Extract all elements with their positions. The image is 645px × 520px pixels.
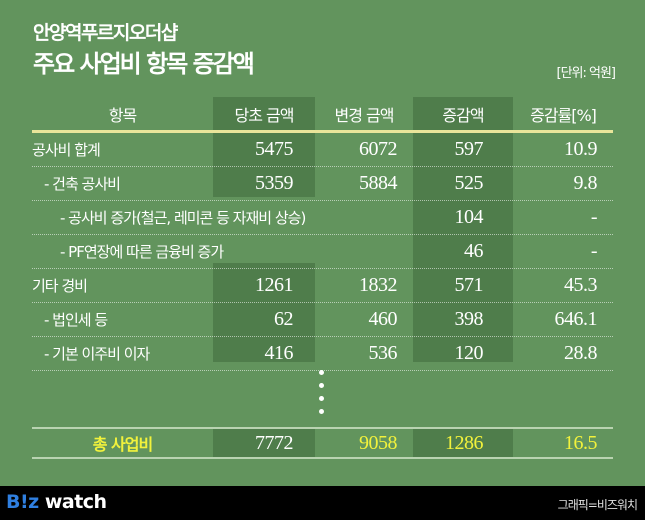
cell-rate: 646.1 <box>554 308 598 330</box>
total-rate: 16.5 <box>564 431 598 454</box>
cell-changed: 6072 <box>359 138 398 160</box>
cell-rate: - <box>590 206 598 228</box>
cell-original: 62 <box>274 308 294 330</box>
graphic-credit: 그래픽=비즈워치 <box>557 498 638 512</box>
col-header-original: 당초 금액 <box>234 105 295 125</box>
chart-subtitle: 안양역푸르지오더샵 <box>33 22 178 44</box>
row-label: - 공사비 증가(철근, 레미콘 등 자재비 상승) <box>60 209 306 227</box>
cell-diff: 46 <box>464 240 484 262</box>
row-label: 기타 경비 <box>32 277 88 295</box>
cell-diff: 525 <box>454 172 484 194</box>
band-original-lower <box>213 263 315 362</box>
table-row: - 기본 이주비 이자 416 536 120 28.8 <box>32 337 613 371</box>
chart-title: 주요 사업비 항목 증감액 <box>33 50 255 78</box>
data-table: 항목 당초 금액 변경 금액 증감액 증감률[%] 공사비 합계 5475 60… <box>32 97 613 371</box>
cell-original: 5475 <box>255 138 294 160</box>
footer-bar: B!z watch 그래픽=비즈워치 <box>0 486 645 520</box>
row-label: - PF연장에 따른 금융비 증가 <box>60 243 224 261</box>
total-original: 7772 <box>255 431 294 454</box>
table-row: 기타 경비 1261 1832 571 45.3 <box>32 269 613 303</box>
cell-diff: 597 <box>454 138 484 160</box>
ellipsis-vertical-icon <box>319 370 325 422</box>
cell-original: 1261 <box>255 274 294 296</box>
cell-rate: 10.9 <box>564 138 598 160</box>
cell-diff: 120 <box>454 342 484 364</box>
cell-rate: 28.8 <box>564 342 598 364</box>
row-label: 공사비 합계 <box>32 141 101 159</box>
cell-changed: 536 <box>368 342 398 364</box>
cell-changed: 460 <box>368 308 398 330</box>
table-row: - PF연장에 따른 금융비 증가 46 - <box>32 235 613 269</box>
band-diff-total <box>413 429 513 457</box>
cell-diff: 398 <box>454 308 484 330</box>
cell-rate: 9.8 <box>573 172 598 194</box>
table-row: - 공사비 증가(철근, 레미콘 등 자재비 상승) 104 - <box>32 201 613 235</box>
cell-changed: 1832 <box>359 274 398 296</box>
cell-rate: - <box>590 240 598 262</box>
total-changed: 9058 <box>359 431 398 454</box>
total-label: 총 사업비 <box>92 435 153 454</box>
cell-diff: 104 <box>454 206 484 228</box>
band-diff <box>413 97 513 362</box>
col-header-rate: 증감률[%] <box>530 105 597 125</box>
table-row: - 건축 공사비 5359 5884 525 9.8 <box>32 167 613 201</box>
cell-original: 5359 <box>255 172 294 194</box>
table-row: 공사비 합계 5475 6072 597 10.9 <box>32 133 613 167</box>
bizwatch-logo: B!z watch <box>6 491 107 513</box>
unit-label: [단위: 억원] <box>556 66 616 81</box>
cell-diff: 571 <box>454 274 484 296</box>
logo-mark: B!z <box>6 491 39 513</box>
col-header-item: 항목 <box>108 105 137 125</box>
col-header-diff: 증감액 <box>442 105 484 125</box>
logo-text: watch <box>38 491 107 513</box>
row-label: - 건축 공사비 <box>44 175 121 193</box>
table-header: 항목 당초 금액 변경 금액 증감액 증감률[%] <box>32 97 613 133</box>
row-label: - 법인세 등 <box>44 311 108 329</box>
total-diff: 1286 <box>445 431 484 454</box>
cell-original: 416 <box>264 342 294 364</box>
cell-rate: 45.3 <box>564 274 598 296</box>
band-original-upper <box>213 97 315 197</box>
cell-changed: 5884 <box>359 172 398 194</box>
band-original-total <box>213 429 315 457</box>
total-row: 총 사업비 7772 9058 1286 16.5 <box>32 427 613 459</box>
table-row: - 법인세 등 62 460 398 646.1 <box>32 303 613 337</box>
col-header-changed: 변경 금액 <box>334 105 395 125</box>
row-label: - 기본 이주비 이자 <box>44 345 150 363</box>
